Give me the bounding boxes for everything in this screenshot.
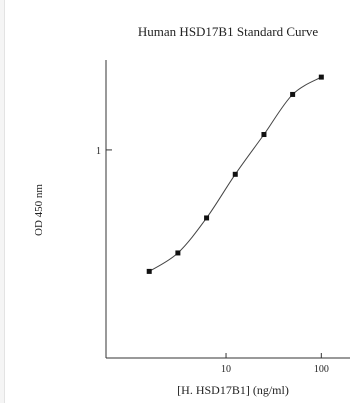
y-ticks: 1 (96, 146, 112, 157)
y-axis-label: OD 450 nm (33, 184, 45, 236)
left-border (0, 0, 5, 403)
chart-title: Human HSD17B1 Standard Curve (138, 24, 318, 39)
data-point (261, 132, 267, 138)
data-point (204, 215, 210, 221)
x-ticks: 10 100 (221, 353, 329, 375)
y-tick-label: 1 (96, 146, 101, 157)
data-point (318, 74, 324, 80)
data-point (146, 268, 152, 274)
series-layer (146, 74, 324, 274)
x-axis-label: [H. HSD17B1] (ng/ml) (177, 383, 289, 397)
x-tick-label: 10 (221, 364, 231, 375)
data-point (175, 250, 181, 256)
data-point (232, 171, 238, 177)
data-point (290, 91, 296, 97)
x-tick-label: 100 (314, 364, 329, 375)
